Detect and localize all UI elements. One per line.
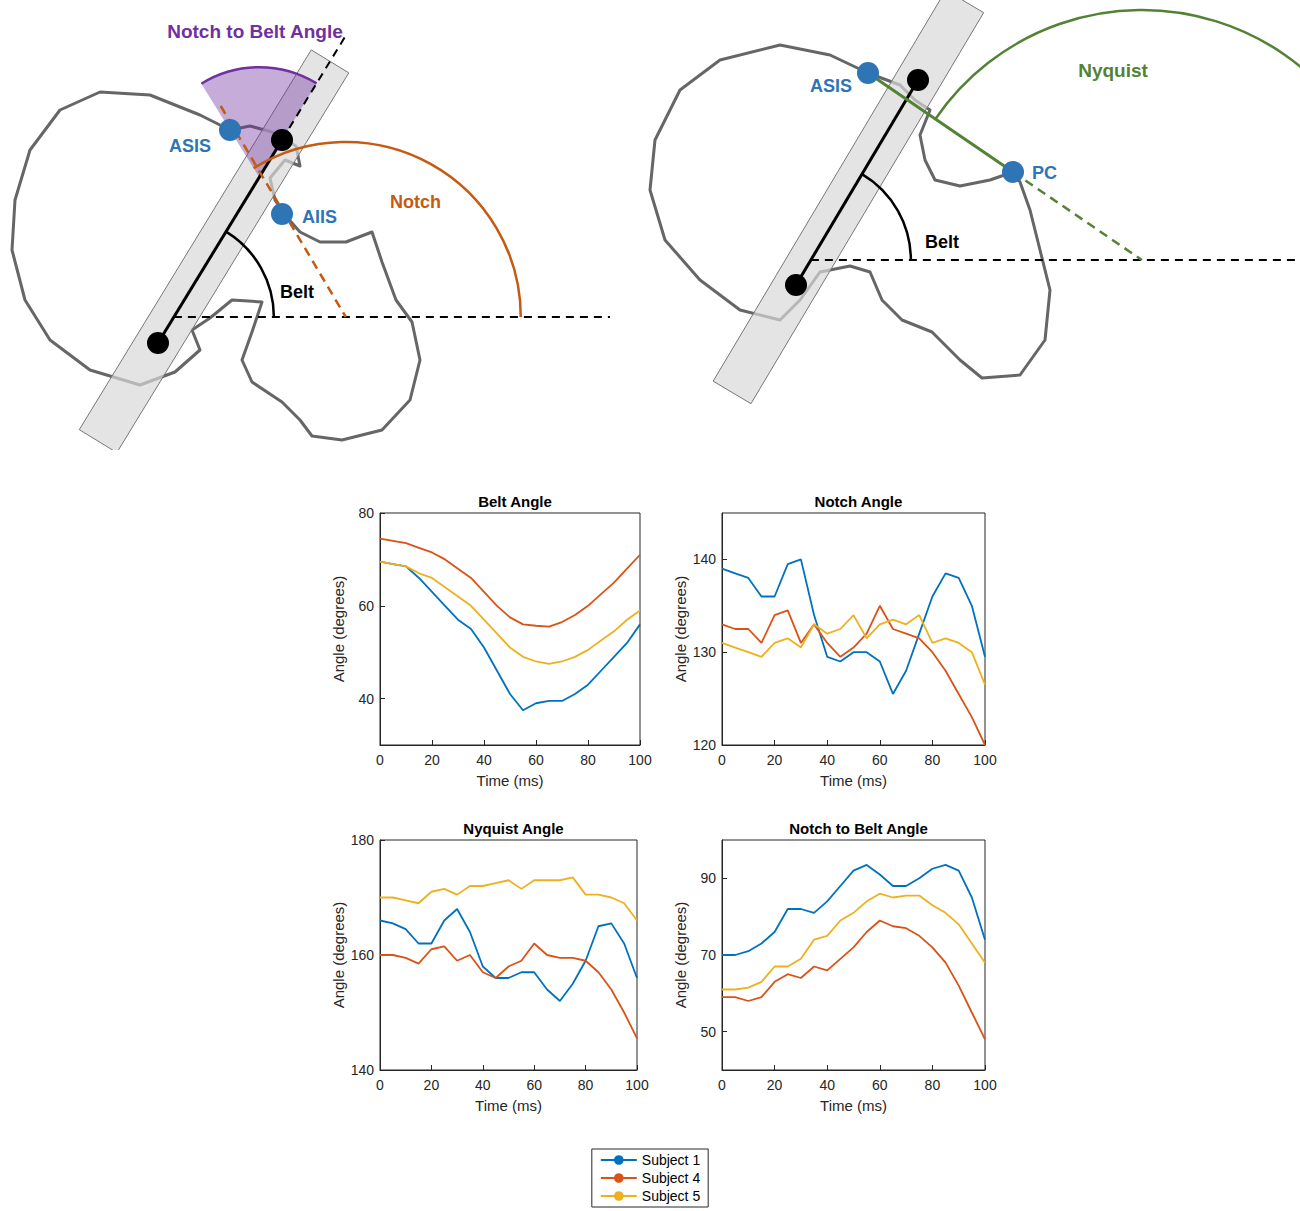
svg-text:40: 40 [475,1077,491,1093]
svg-text:Notch: Notch [390,192,441,212]
svg-text:Nyquist Angle: Nyquist Angle [463,820,563,837]
svg-text:60: 60 [526,1077,542,1093]
svg-text:Nyquist: Nyquist [1078,60,1148,81]
svg-text:Time (ms): Time (ms) [820,772,887,789]
svg-text:100: 100 [625,1077,649,1093]
svg-text:Angle (degrees): Angle (degrees) [330,902,347,1009]
svg-text:80: 80 [358,505,374,521]
svg-text:Angle (degrees): Angle (degrees) [330,576,347,683]
svg-text:ASIS: ASIS [169,136,211,156]
svg-text:Time (ms): Time (ms) [477,772,544,789]
svg-text:Belt: Belt [925,232,959,252]
svg-text:Time (ms): Time (ms) [475,1097,542,1114]
svg-text:PC: PC [1032,163,1057,183]
svg-text:40: 40 [819,752,835,768]
svg-text:Subject 4: Subject 4 [642,1170,701,1186]
svg-text:20: 20 [424,1077,440,1093]
svg-text:Belt Angle: Belt Angle [478,493,552,510]
svg-text:40: 40 [358,691,374,707]
svg-text:160: 160 [351,947,375,963]
svg-text:Notch to Belt Angle: Notch to Belt Angle [789,820,928,837]
svg-text:80: 80 [580,752,596,768]
svg-text:AIIS: AIIS [302,207,337,227]
svg-text:80: 80 [925,1077,941,1093]
svg-text:100: 100 [628,752,652,768]
svg-text:40: 40 [476,752,492,768]
svg-text:80: 80 [578,1077,594,1093]
svg-text:ASIS: ASIS [810,76,852,96]
svg-text:40: 40 [819,1077,835,1093]
svg-text:0: 0 [718,1077,726,1093]
svg-text:Notch to Belt Angle: Notch to Belt Angle [167,21,343,42]
svg-text:60: 60 [528,752,544,768]
svg-text:0: 0 [718,752,726,768]
svg-text:Notch Angle: Notch Angle [815,493,903,510]
svg-text:20: 20 [767,1077,783,1093]
svg-text:120: 120 [693,737,717,753]
svg-text:50: 50 [700,1024,716,1040]
svg-text:100: 100 [973,1077,997,1093]
svg-text:Angle (degrees): Angle (degrees) [672,902,689,1009]
svg-text:60: 60 [872,752,888,768]
svg-text:Subject 1: Subject 1 [642,1152,701,1168]
svg-text:70: 70 [700,947,716,963]
svg-text:0: 0 [376,752,384,768]
svg-text:60: 60 [358,598,374,614]
svg-text:20: 20 [767,752,783,768]
svg-text:60: 60 [872,1077,888,1093]
svg-text:180: 180 [351,832,375,848]
svg-text:Angle (degrees): Angle (degrees) [672,576,689,683]
svg-text:130: 130 [693,644,717,660]
svg-text:80: 80 [925,752,941,768]
svg-text:Subject 5: Subject 5 [642,1188,701,1204]
svg-text:0: 0 [376,1077,384,1093]
svg-text:100: 100 [973,752,997,768]
svg-text:Time (ms): Time (ms) [820,1097,887,1114]
svg-text:90: 90 [700,870,716,886]
svg-text:Belt: Belt [280,282,314,302]
svg-text:140: 140 [351,1062,375,1078]
svg-text:140: 140 [693,551,717,567]
svg-text:20: 20 [424,752,440,768]
